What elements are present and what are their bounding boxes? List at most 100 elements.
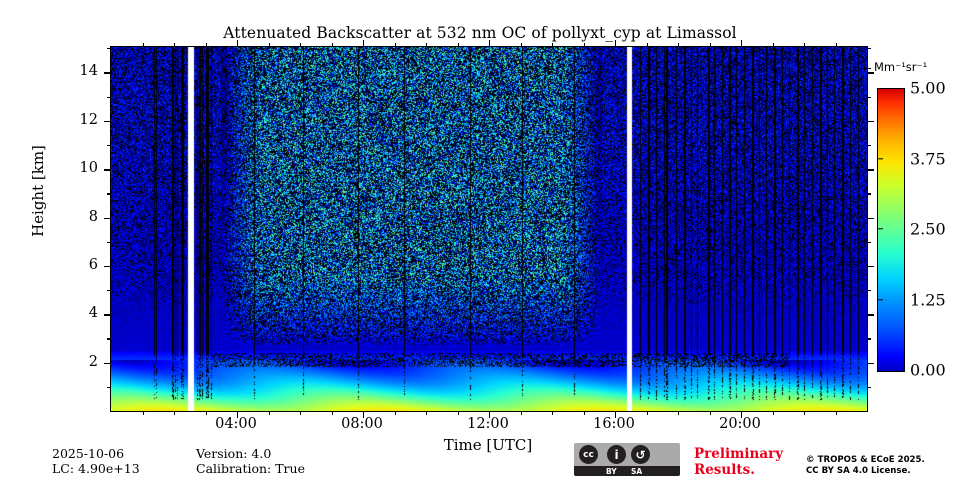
x-tick-mark xyxy=(520,43,522,47)
cc-logo-icon: cc xyxy=(579,445,598,464)
y-tick-label: 4 xyxy=(88,305,98,322)
cc-sa-label: SA xyxy=(631,467,643,476)
x-tick-mark xyxy=(646,411,648,415)
x-tick-mark xyxy=(457,411,459,415)
x-tick-mark xyxy=(583,43,585,47)
plot-area xyxy=(104,40,874,418)
creative-commons-badge-icon: cc i ↺ BY SA xyxy=(574,443,680,476)
x-tick-mark xyxy=(394,43,396,47)
x-tick-mark xyxy=(772,43,774,47)
x-tick-label: 12:00 xyxy=(467,416,509,432)
page-title: Attenuated Backscatter at 532 nm OC of p… xyxy=(223,24,737,42)
x-tick-mark xyxy=(331,411,333,415)
x-tick-mark xyxy=(426,411,428,415)
cc-sharealike-icon: ↺ xyxy=(631,445,650,464)
version-text: Version: 4.0 xyxy=(196,446,272,461)
x-tick-mark xyxy=(520,411,522,415)
y-tick-mark xyxy=(867,290,871,292)
colorbar-tick-label: 1.25 xyxy=(910,290,946,309)
x-tick-mark xyxy=(363,40,365,47)
y-tick-mark xyxy=(107,338,111,340)
cc-badge-bottom: BY SA xyxy=(574,466,680,476)
x-tick-mark xyxy=(678,43,680,47)
y-tick-mark xyxy=(867,241,871,243)
y-tick-label: 12 xyxy=(79,111,98,128)
x-tick-mark xyxy=(741,40,743,47)
colorbar-tick-label: 3.75 xyxy=(910,149,946,168)
footer-date-block: 2025-10-06 LC: 4.90e+13 xyxy=(52,446,140,476)
x-tick-mark xyxy=(174,43,176,47)
x-tick-label: 16:00 xyxy=(593,416,635,432)
colorbar-units-label: Mm⁻¹sr⁻¹ xyxy=(874,60,928,74)
colorbar-tick-mark xyxy=(877,157,883,160)
x-tick-mark xyxy=(426,43,428,47)
y-tick-label: 8 xyxy=(88,208,98,225)
y-tick-mark xyxy=(107,386,111,388)
x-tick-mark xyxy=(142,411,144,415)
y-tick-label: 6 xyxy=(88,256,98,273)
x-tick-mark xyxy=(615,40,617,47)
y-tick-mark xyxy=(107,241,111,243)
x-tick-label: 20:00 xyxy=(719,416,761,432)
cc-by-label: BY xyxy=(606,467,617,476)
x-tick-mark xyxy=(772,411,774,415)
y-tick-label: 10 xyxy=(79,160,98,177)
y-tick-mark xyxy=(867,120,874,123)
preliminary-line-2: Results. xyxy=(694,462,755,478)
x-tick-mark xyxy=(300,411,302,415)
x-tick-mark xyxy=(646,43,648,47)
y-tick-mark xyxy=(107,144,111,147)
y-tick-mark xyxy=(867,48,871,50)
y-tick-mark xyxy=(104,362,111,365)
y-tick-mark xyxy=(107,290,111,292)
y-tick-mark xyxy=(107,96,111,98)
y-tick-mark xyxy=(104,265,111,268)
y-tick-mark xyxy=(104,72,111,74)
x-tick-mark xyxy=(709,411,711,415)
x-tick-mark xyxy=(205,43,207,47)
x-tick-mark xyxy=(489,411,491,418)
x-tick-mark xyxy=(300,43,302,47)
preliminary-line-1: Preliminary xyxy=(694,446,784,462)
x-tick-mark xyxy=(489,40,491,47)
calibration-text: Calibration: True xyxy=(196,461,305,476)
x-tick-mark xyxy=(804,411,806,415)
measurement-date: 2025-10-06 xyxy=(52,446,125,461)
x-tick-mark xyxy=(709,43,711,47)
y-tick-mark xyxy=(867,362,874,365)
cc-attribution-icon: i xyxy=(607,445,626,464)
colorbar-tick-label: 0.00 xyxy=(910,360,946,380)
x-axis-label: Time [UTC] xyxy=(443,436,533,454)
y-tick-mark xyxy=(104,217,111,219)
y-tick-mark xyxy=(104,120,111,123)
x-tick-mark xyxy=(804,43,806,47)
x-tick-mark xyxy=(615,411,617,418)
y-axis-label: Height [km] xyxy=(29,145,47,237)
y-tick-mark xyxy=(867,314,874,316)
x-tick-mark xyxy=(583,411,585,415)
colorbar-tick-label: 5.00 xyxy=(910,78,946,98)
x-tick-mark xyxy=(268,43,270,47)
y-tick-mark xyxy=(867,386,871,388)
y-tick-mark xyxy=(107,193,111,195)
y-tick-label: 2 xyxy=(88,353,98,370)
x-tick-mark xyxy=(552,43,554,47)
y-tick-mark xyxy=(107,48,111,50)
backscatter-heatmap xyxy=(111,47,867,411)
x-tick-mark xyxy=(394,411,396,415)
x-tick-mark xyxy=(835,411,837,415)
copyright-notice: © TROPOS & ECoE 2025. CC BY SA 4.0 Licen… xyxy=(806,455,925,477)
x-tick-label: 04:00 xyxy=(215,416,257,432)
y-tick-label: 14 xyxy=(79,63,98,80)
colorbar-tick-mark xyxy=(877,298,883,301)
y-tick-mark xyxy=(867,217,874,219)
y-tick-mark xyxy=(867,144,871,147)
footer-version-block: Version: 4.0 Calibration: True xyxy=(196,446,305,476)
y-tick-mark xyxy=(867,72,874,74)
colorbar-tick-mark xyxy=(877,228,883,230)
y-tick-mark xyxy=(104,169,111,171)
x-tick-mark xyxy=(237,411,239,418)
colorbar-units-dash xyxy=(864,68,871,70)
y-tick-mark xyxy=(104,314,111,316)
